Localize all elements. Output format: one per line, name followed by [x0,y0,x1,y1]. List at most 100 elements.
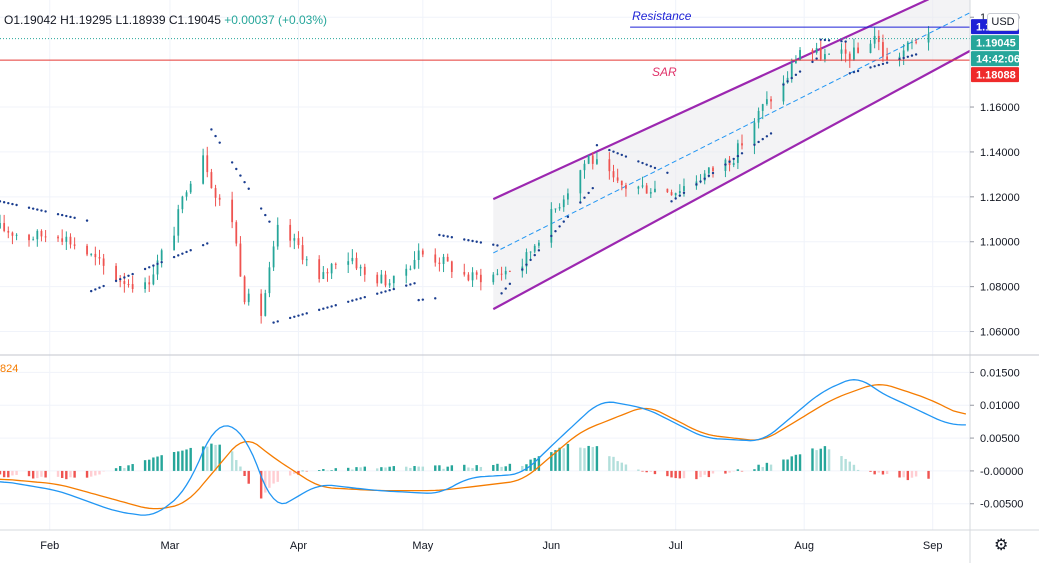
candle [496,269,499,276]
sar-dot [761,137,764,141]
macd-histogram-bar [27,470,31,477]
candle [7,226,10,239]
sar-dot [185,250,188,254]
macd-histogram-bar [881,470,885,475]
candle-body [272,246,275,268]
sar-dot [537,249,541,252]
time-tick-label: Jun [542,540,560,552]
candle-body [214,188,217,198]
candle-body [115,265,117,281]
candle [587,155,590,165]
price-tick-label: 1.10000 [980,237,1020,249]
macd-histogram-bar [355,467,358,471]
macd-histogram-bar [554,450,557,471]
macd-histogram-bar [467,467,470,471]
sar-dot [848,72,851,75]
settings-gear-icon[interactable]: ⚙ [994,537,1009,554]
sar-dot [305,312,308,315]
candle-body [384,274,387,286]
candle [322,266,325,280]
macd-histogram-bar [724,470,727,474]
candle [247,288,250,306]
macd-histogram-bar [15,470,18,475]
candle [670,189,673,196]
candle-body [794,60,797,64]
candle-body [210,172,213,189]
macd-histogram-bar [119,466,122,471]
channel-lower-line [492,49,971,311]
sar-dot [392,287,396,291]
time-tick-label: May [412,540,433,552]
candle-body [119,280,122,282]
candle-body [301,245,304,260]
macd-histogram-bar [678,470,682,479]
candle [376,272,379,287]
macd-histogram-bar [31,470,35,479]
candle [608,152,611,180]
candle [330,262,333,279]
candle-body [467,274,470,281]
sar-dot [264,213,267,217]
macd-histogram-bar [156,456,159,471]
candle-body [202,155,205,184]
candle-body [853,47,855,60]
sar-dot [670,200,673,203]
macd-histogram-bar [388,466,391,471]
candle-body [359,266,362,269]
sar-dot [558,225,561,228]
macd-histogram-bar [259,470,263,499]
candle-body [533,245,536,252]
sar-dot [533,253,536,257]
candle-body [463,271,466,275]
sar-dot [27,206,31,209]
candle-body [102,258,105,266]
candle-body [471,272,474,281]
sar-dot [902,56,905,60]
candle-body [305,259,308,261]
candle-body [11,232,14,236]
macd-histogram-bar [591,446,594,471]
candle-body [177,209,180,236]
currency-button[interactable]: USD [987,13,1019,31]
sar-dot [827,39,831,42]
macd-histogram-bar [65,470,68,480]
candle-body [185,192,188,197]
candle [666,188,669,193]
sar-dot [0,200,2,203]
macd-histogram-bar [703,470,706,475]
candle-body [330,263,333,274]
sar-dot [127,274,130,278]
candle [637,185,640,195]
sar-dot [438,233,441,237]
candle-body [848,53,851,60]
candle-body [123,281,126,285]
sar-dot [728,160,731,163]
sar-dot [210,128,213,131]
sar-dot [616,152,619,155]
macd-tick-label: -0.00500 [980,499,1023,511]
sar-dot [235,167,238,171]
sar-dot [434,297,437,300]
candle [102,253,105,275]
macd-histogram-bar [827,449,831,471]
candle [703,170,706,185]
candle-body [562,199,565,208]
sar-dot [707,174,711,178]
candle-body [819,48,822,60]
candle [558,203,561,211]
macd-histogram-bar [492,464,495,471]
macd-histogram-bar [475,465,478,471]
sar-dot [347,300,350,303]
sar-dot [525,263,528,266]
candle [388,279,391,288]
candle [413,251,416,270]
candle-body [587,155,590,164]
candle-body [504,270,507,275]
macd-histogram-bar [753,469,756,471]
candle-body [44,236,47,238]
candle-body [36,230,39,240]
price-axis-label-bg [971,35,1019,51]
candle [90,253,93,257]
